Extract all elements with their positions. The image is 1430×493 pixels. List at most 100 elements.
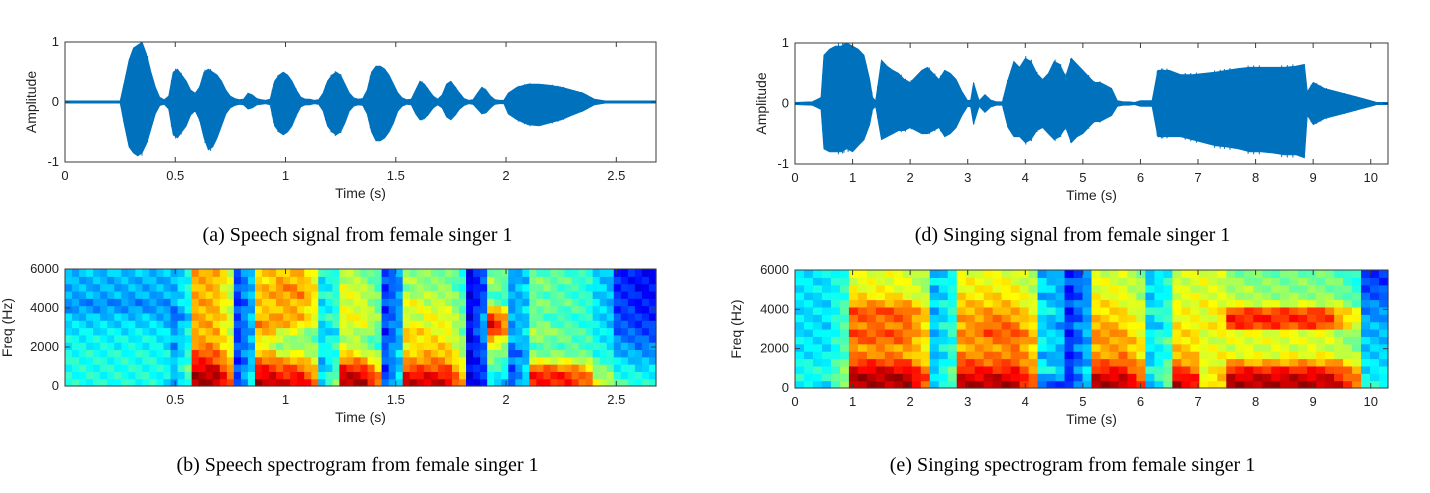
spectrogram-cell	[795, 365, 805, 374]
spectrogram-cell	[848, 270, 859, 278]
spectrogram-cell	[1217, 306, 1227, 315]
spectrogram-cell	[515, 378, 523, 387]
spectrogram-cell	[367, 298, 376, 307]
spectrogram-cell	[409, 312, 418, 321]
spectrogram-cell	[149, 320, 158, 329]
spectrogram-cell	[543, 305, 552, 314]
spectrogram-cell	[212, 298, 221, 307]
spectrogram-cell	[1037, 284, 1048, 293]
spectrogram-cell	[100, 269, 108, 277]
spectrogram-cell	[437, 305, 446, 314]
spectrogram-cell	[857, 351, 868, 360]
spectrogram-cell	[283, 334, 291, 343]
spectrogram-cell	[522, 320, 530, 329]
spectrogram-cell	[1136, 343, 1146, 352]
spectrogram-cell	[480, 298, 488, 307]
spectrogram-cell	[1136, 299, 1146, 308]
spectrogram-cell	[212, 305, 221, 314]
spectrogram-cell	[156, 298, 165, 307]
spectrogram-cell	[1325, 351, 1335, 360]
spectrogram-cell	[1100, 365, 1111, 374]
spectrogram-cell	[1370, 277, 1380, 286]
spectrogram-cell	[550, 371, 559, 380]
spectrogram-cell	[866, 365, 877, 374]
spectrogram-cell	[262, 378, 270, 387]
spectrogram-cell	[1109, 373, 1120, 382]
spectrogram-cell	[648, 290, 657, 299]
spectrogram-cell	[226, 298, 235, 307]
spectrogram-cell	[620, 378, 629, 387]
spectrogram-cell	[1190, 270, 1200, 278]
spectrogram-cell	[648, 276, 657, 285]
spectrogram-cell	[367, 364, 376, 372]
spectrogram-cell	[571, 327, 580, 336]
spectrogram-cell	[480, 276, 488, 285]
spectrogram-cell	[191, 298, 200, 307]
spectrogram-cell	[1082, 365, 1093, 374]
spectrogram-cell	[473, 371, 481, 380]
spectrogram-cell	[1127, 314, 1138, 323]
spectrogram-cell	[395, 356, 404, 365]
spectrogram-cell	[451, 364, 460, 372]
spectrogram-cell	[1082, 270, 1093, 278]
spectrogram-cell	[409, 283, 418, 292]
spectrogram-cell	[839, 299, 850, 308]
spectrogram-cell	[360, 305, 369, 314]
spectrogram-cell	[1019, 306, 1030, 315]
spectrogram-cell	[269, 356, 277, 365]
spectrogram-cell	[529, 320, 537, 329]
spectrogram-cell	[360, 356, 369, 365]
spectrogram-cell	[884, 365, 895, 374]
spectrogram-cell	[353, 371, 362, 380]
spectrogram-cell	[920, 277, 931, 286]
spectrogram-cell	[1271, 292, 1281, 301]
spectrogram-cell	[1172, 299, 1182, 308]
x-axis-label: Time (s)	[1066, 411, 1117, 427]
spectrogram-cell	[262, 290, 270, 299]
panel-b: 0.5 1 1.5 2 2.5 0 2000 4000 6000 Time (s) Freq (Hz…	[0, 258, 715, 493]
spectrogram-cell	[184, 371, 193, 380]
spectrogram-cell	[451, 371, 460, 380]
spectrogram-cell	[1118, 314, 1129, 323]
spectrogram-cell	[212, 349, 221, 358]
spectrogram-cell	[240, 364, 249, 372]
spectrogram-cell	[184, 378, 193, 387]
spectrogram-cell	[128, 276, 136, 285]
spectrogram-cell	[72, 349, 80, 358]
spectrogram-cell	[325, 298, 333, 307]
spectrogram-cell	[1145, 314, 1155, 323]
spectrogram-cell	[866, 292, 877, 301]
spectrogram-cell	[430, 334, 439, 343]
spectrogram-cell	[114, 320, 122, 329]
spectrogram-cell	[226, 312, 235, 321]
spectrogram-cell	[72, 327, 80, 336]
spectrogram-cell	[262, 312, 270, 321]
spectrogram-cell	[1307, 336, 1317, 345]
spectrogram-cell	[857, 284, 868, 293]
spectrogram-cell	[1073, 351, 1084, 360]
spectrogram-cell	[388, 364, 397, 372]
spectrogram-cell	[142, 349, 151, 358]
spectrogram-cell	[339, 269, 348, 277]
spectrogram-cell	[1370, 329, 1380, 337]
spectrogram-cell	[269, 269, 277, 277]
spectrogram-cell	[821, 373, 832, 382]
spectrogram-cell	[269, 312, 277, 321]
spectrogram-cell	[459, 334, 467, 343]
spectrogram-cell	[163, 349, 172, 358]
spectrogram-cell	[86, 342, 94, 351]
spectrogram-cell	[501, 349, 509, 358]
spectrogram-cell	[135, 342, 143, 351]
spectrogram-cell	[1244, 351, 1254, 360]
spectrogram-cell	[93, 334, 101, 343]
spectrogram-cell	[346, 371, 355, 380]
spectrogram-cell	[212, 276, 221, 285]
spectrogram-cell	[634, 269, 643, 277]
spectrogram-cell	[367, 305, 376, 314]
spectrogram-cell	[1100, 380, 1111, 389]
spectrogram-cell	[965, 292, 976, 301]
spectrogram-cell	[395, 364, 404, 372]
spectrogram-cell	[346, 298, 355, 307]
spectrogram-cell	[269, 276, 277, 285]
spectrogram-cell	[1073, 343, 1084, 352]
